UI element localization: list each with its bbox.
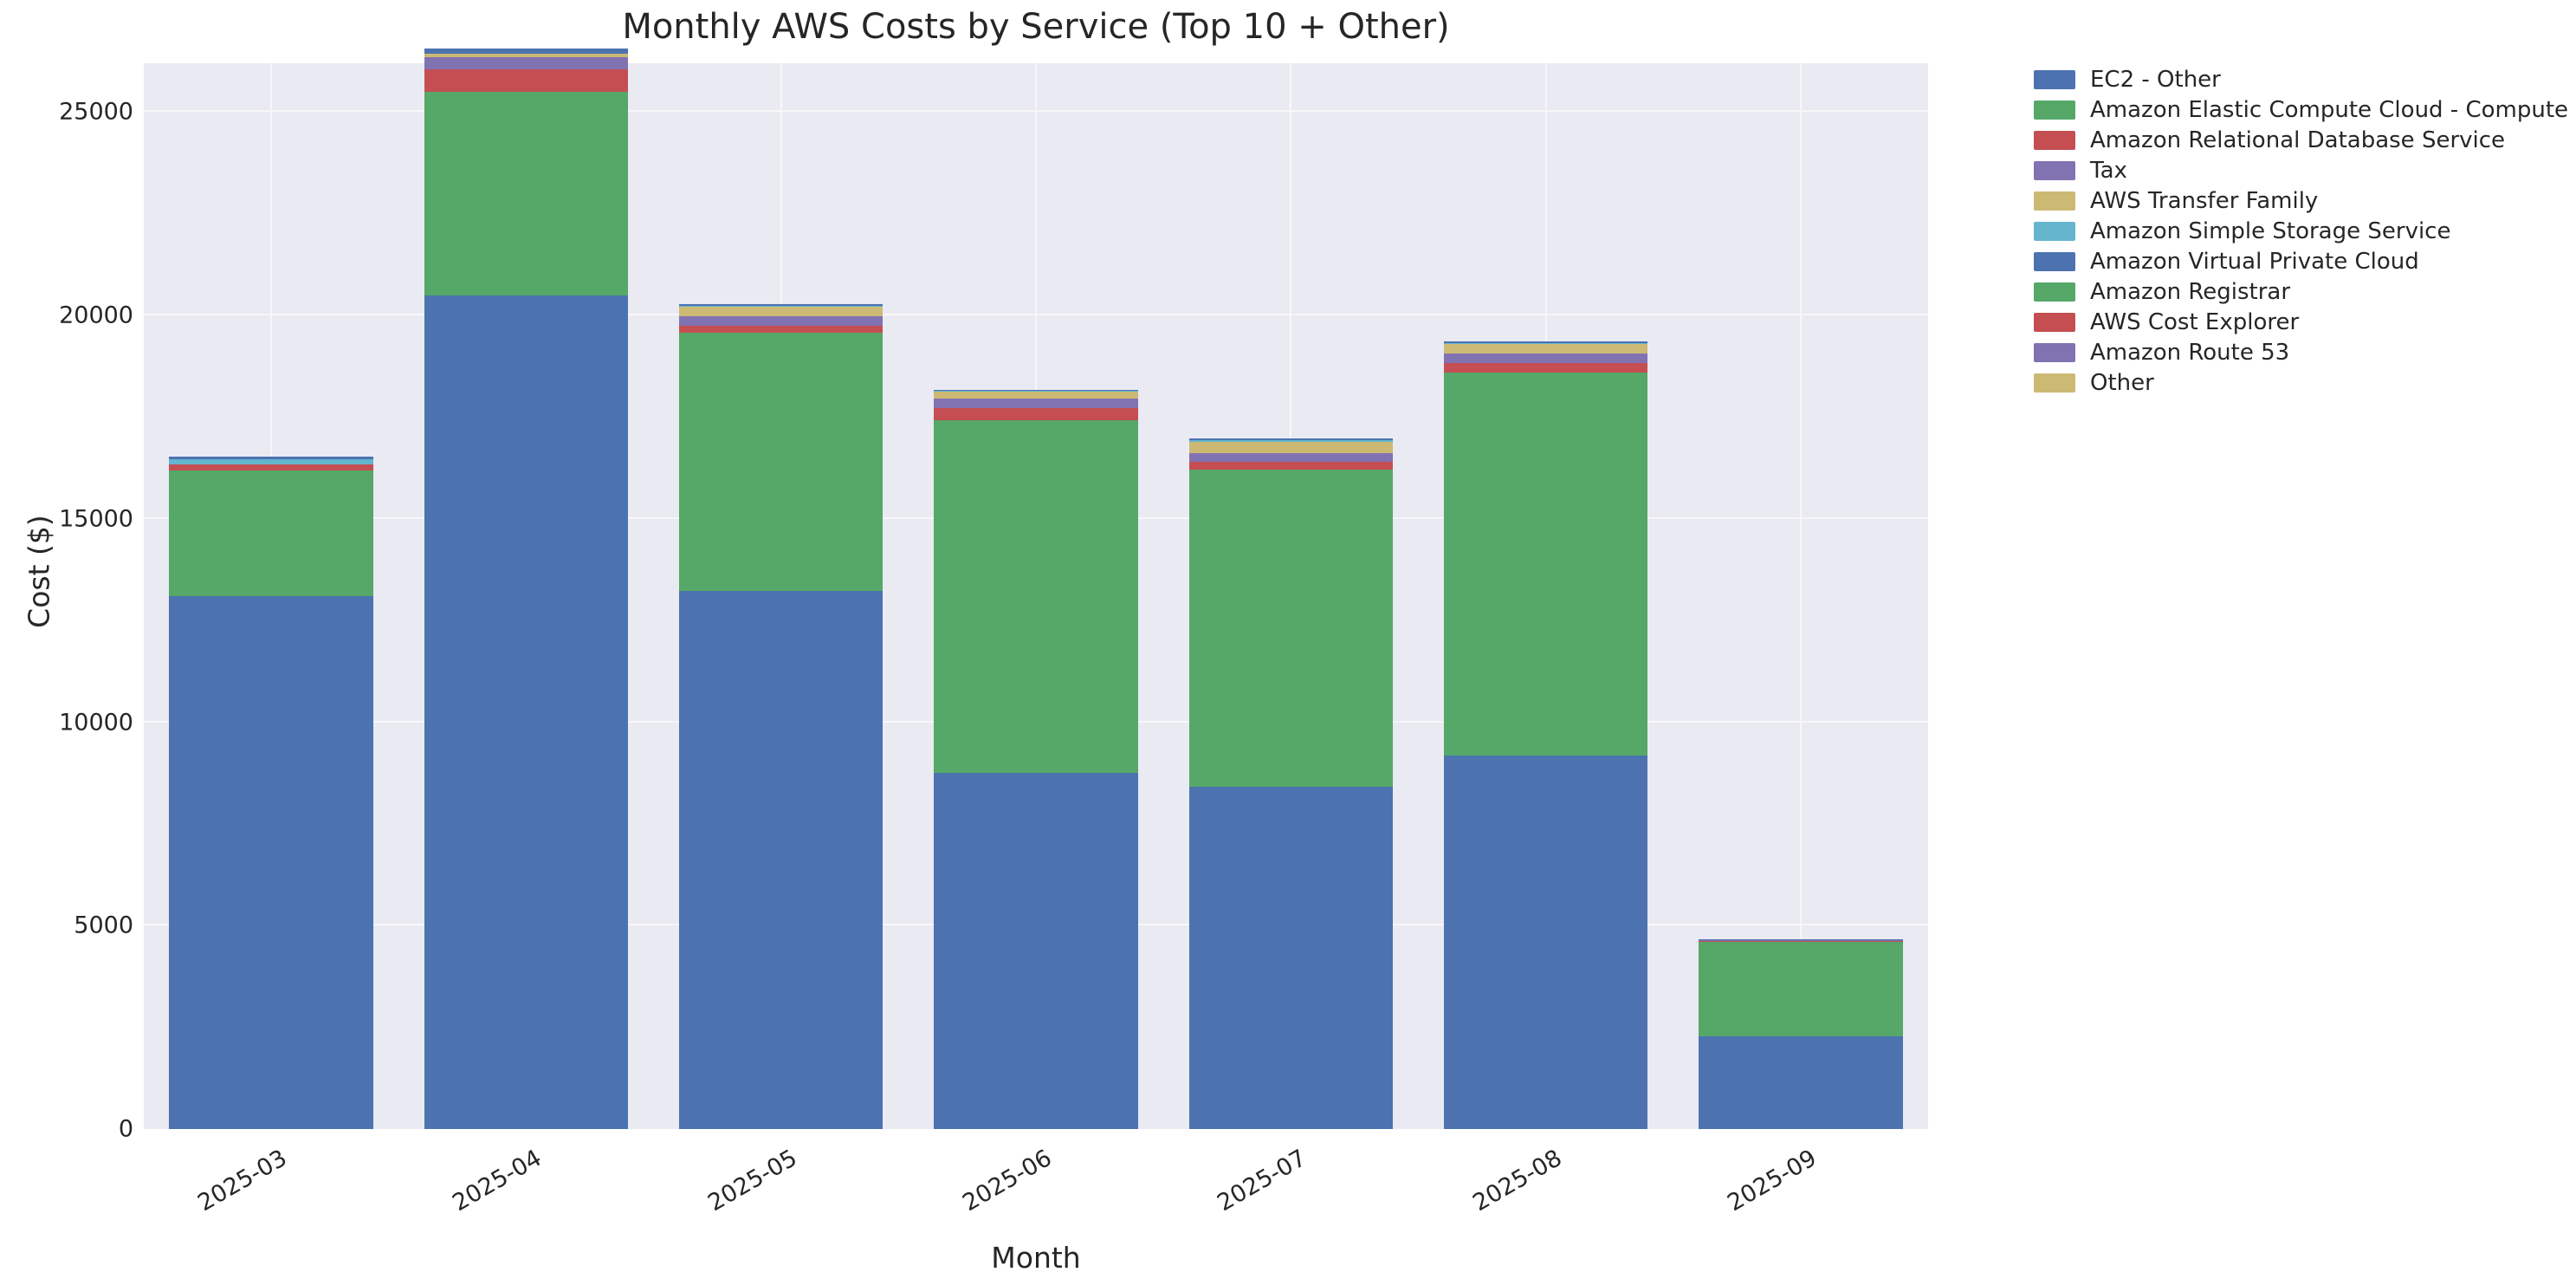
legend-label: Amazon Simple Storage Service — [2090, 217, 2451, 244]
legend-label: Amazon Route 53 — [2090, 339, 2290, 366]
y-tick-label: 5000 — [74, 912, 133, 939]
legend-label: AWS Transfer Family — [2090, 187, 2319, 214]
legend-swatch-icon — [2034, 251, 2075, 271]
bar-segment[interactable] — [934, 408, 1138, 420]
y-tick-label: 10000 — [59, 709, 133, 737]
bar-segment[interactable] — [679, 306, 883, 308]
bar-segment[interactable] — [1443, 343, 1648, 344]
legend-swatch-icon — [2034, 69, 2075, 89]
legend-swatch-icon — [2034, 100, 2075, 120]
bar-segment[interactable] — [1443, 343, 1648, 354]
bar-2025-04[interactable] — [424, 48, 629, 1129]
bar-segment[interactable] — [1443, 362, 1648, 373]
legend-swatch-icon — [2034, 312, 2075, 332]
legend-item[interactable]: EC2 - Other — [2034, 64, 2553, 94]
bar-segment[interactable] — [679, 325, 883, 333]
bar-segment[interactable] — [1188, 441, 1393, 453]
legend-item[interactable]: Amazon Virtual Private Cloud — [2034, 246, 2553, 276]
bar-segment[interactable] — [679, 590, 883, 1129]
legend-swatch-icon — [2034, 342, 2075, 362]
bar-segment[interactable] — [1188, 438, 1393, 441]
legend-item[interactable]: Tax — [2034, 155, 2553, 185]
legend-item[interactable]: Other — [2034, 367, 2553, 398]
y-tick-label: 25000 — [59, 98, 133, 126]
bar-segment[interactable] — [424, 68, 629, 93]
legend-item[interactable]: AWS Cost Explorer — [2034, 307, 2553, 337]
bar-segment[interactable] — [1188, 440, 1393, 442]
bar-segment[interactable] — [1443, 353, 1648, 363]
legend-item[interactable]: Amazon Relational Database Service — [2034, 125, 2553, 155]
bar-segment[interactable] — [1188, 461, 1393, 470]
bar-segment[interactable] — [169, 456, 373, 460]
bar-segment[interactable] — [424, 295, 629, 1129]
bar-segment[interactable] — [934, 390, 1138, 393]
y-tick-label: 0 — [118, 1115, 133, 1143]
legend-label: AWS Cost Explorer — [2090, 308, 2300, 335]
legend-item[interactable]: Amazon Simple Storage Service — [2034, 216, 2553, 246]
bar-segment[interactable] — [934, 389, 1138, 391]
bar-segment[interactable] — [169, 464, 373, 471]
bar-segment[interactable] — [1443, 372, 1648, 756]
bar-2025-09[interactable] — [1699, 63, 1903, 1129]
bar-segment[interactable] — [934, 419, 1138, 773]
x-axis-label: Month — [991, 1241, 1081, 1275]
legend-swatch-icon — [2034, 191, 2075, 211]
bar-segment[interactable] — [424, 54, 629, 57]
bar-segment[interactable] — [1188, 786, 1393, 1129]
bar-segment[interactable] — [169, 470, 373, 596]
y-tick-label: 15000 — [59, 505, 133, 533]
legend-swatch-icon — [2034, 282, 2075, 302]
legend-swatch-icon — [2034, 160, 2075, 180]
legend-label: Amazon Registrar — [2090, 278, 2291, 305]
legend-item[interactable]: AWS Transfer Family — [2034, 185, 2553, 216]
bar-segment[interactable] — [934, 772, 1138, 1129]
legend-swatch-icon — [2034, 221, 2075, 241]
bar-segment[interactable] — [679, 316, 883, 326]
bar-segment[interactable] — [1443, 341, 1648, 343]
bar-2025-08[interactable] — [1443, 63, 1648, 1129]
legend-label: Other — [2090, 369, 2154, 396]
y-tick-label: 20000 — [59, 302, 133, 329]
bar-segment[interactable] — [424, 48, 629, 55]
bar-segment[interactable] — [169, 459, 373, 464]
bar-2025-03[interactable] — [169, 63, 373, 1129]
plot-area — [144, 48, 1928, 1129]
chart-legend: EC2 - Other Amazon Elastic Compute Cloud … — [2034, 64, 2568, 398]
legend-label: Tax — [2090, 157, 2127, 184]
bar-segment[interactable] — [679, 303, 883, 307]
bar-segment[interactable] — [1699, 942, 1903, 1036]
gridline-x-2025-09 — [1799, 63, 1802, 1129]
bar-segment[interactable] — [934, 392, 1138, 399]
bar-segment[interactable] — [934, 399, 1138, 409]
legend-label: Amazon Virtual Private Cloud — [2090, 248, 2419, 275]
legend-item[interactable]: Amazon Elastic Compute Cloud - Compute — [2034, 94, 2568, 125]
bar-segment[interactable] — [169, 596, 373, 1129]
bar-2025-05[interactable] — [679, 63, 883, 1129]
bar-segment[interactable] — [424, 92, 629, 295]
bar-segment[interactable] — [424, 56, 629, 69]
legend-label: Amazon Relational Database Service — [2090, 127, 2506, 153]
legend-item[interactable]: Amazon Route 53 — [2034, 337, 2553, 367]
bar-2025-06[interactable] — [934, 63, 1138, 1129]
legend-label: Amazon Elastic Compute Cloud - Compute — [2090, 96, 2569, 123]
legend-label: EC2 - Other — [2090, 66, 2221, 93]
chart-title: Monthly AWS Costs by Service (Top 10 + O… — [622, 7, 1450, 47]
bar-segment[interactable] — [1699, 1035, 1903, 1129]
bar-segment[interactable] — [1188, 470, 1393, 787]
bar-segment[interactable] — [679, 332, 883, 591]
legend-swatch-icon — [2034, 373, 2075, 393]
legend-item[interactable]: Amazon Registrar — [2034, 276, 2553, 307]
bar-segment[interactable] — [1699, 939, 1903, 941]
bar-segment[interactable] — [1443, 756, 1648, 1129]
bar-segment[interactable] — [1188, 452, 1393, 462]
bar-segment[interactable] — [679, 307, 883, 317]
bar-2025-07[interactable] — [1188, 63, 1393, 1129]
legend-swatch-icon — [2034, 130, 2075, 150]
bar-segment[interactable] — [1699, 940, 1903, 943]
y-axis-label: Cost ($) — [22, 515, 56, 628]
